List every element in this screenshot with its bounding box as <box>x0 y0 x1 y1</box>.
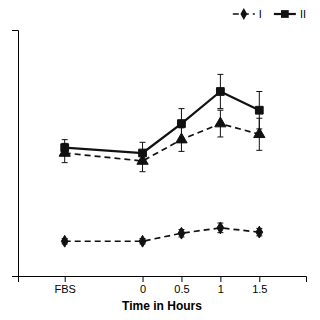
x-tick-mark <box>259 276 260 282</box>
x-tick: FBS <box>54 276 75 295</box>
series <box>59 110 265 172</box>
error-bar <box>178 109 184 139</box>
x-tick-label: 0.5 <box>174 283 189 295</box>
marker <box>139 149 147 157</box>
error-bar <box>256 92 262 129</box>
data-area <box>59 74 265 247</box>
series <box>61 222 262 247</box>
x-tick-label: 1.5 <box>252 283 267 295</box>
x-tick: 1 <box>218 276 224 295</box>
error-bar <box>62 140 68 156</box>
marker <box>256 226 263 238</box>
legend-item: I <box>233 8 262 20</box>
x-axis-label: Time in Hours <box>122 299 202 313</box>
line <box>65 92 260 154</box>
y-axis <box>12 31 19 277</box>
x-tick-mark <box>65 276 66 282</box>
x-tick-label: 0 <box>140 283 146 295</box>
marker <box>61 235 68 247</box>
legend-item: II <box>274 8 306 20</box>
marker <box>217 222 224 234</box>
plot: FBS 0 0.5 1 1.5 <box>12 31 307 295</box>
chart: FBS00.511.5Time in HoursIII <box>0 0 320 320</box>
error-bar <box>140 142 146 163</box>
legend-marker <box>281 10 289 18</box>
x-tick-label: 1 <box>218 283 224 295</box>
marker <box>61 144 69 152</box>
legend-label: II <box>300 8 306 20</box>
marker <box>178 120 186 128</box>
y-axis-line <box>12 31 19 277</box>
line <box>65 228 260 241</box>
error-bar <box>217 74 223 108</box>
x-tick: 0 <box>140 276 146 295</box>
x-axis-line <box>19 277 307 283</box>
line <box>65 124 260 161</box>
marker <box>255 106 263 114</box>
x-tick: 0.5 <box>174 276 189 295</box>
legend-label: I <box>259 8 262 20</box>
x-axis: FBS 0 0.5 1 1.5 <box>19 276 307 295</box>
x-tick: 1.5 <box>252 276 267 295</box>
x-tick-mark <box>143 276 144 282</box>
x-tick-label: FBS <box>54 283 75 295</box>
marker <box>178 227 185 239</box>
legend-marker <box>240 8 247 20</box>
marker <box>215 117 226 127</box>
legend: III <box>233 8 306 20</box>
x-tick-mark <box>220 276 221 282</box>
series <box>61 74 263 163</box>
x-tick-mark <box>181 276 182 282</box>
marker <box>139 235 146 247</box>
marker <box>217 88 225 96</box>
